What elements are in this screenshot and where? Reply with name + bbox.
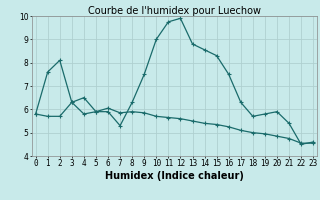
X-axis label: Humidex (Indice chaleur): Humidex (Indice chaleur)	[105, 171, 244, 181]
Title: Courbe de l'humidex pour Luechow: Courbe de l'humidex pour Luechow	[88, 6, 261, 16]
